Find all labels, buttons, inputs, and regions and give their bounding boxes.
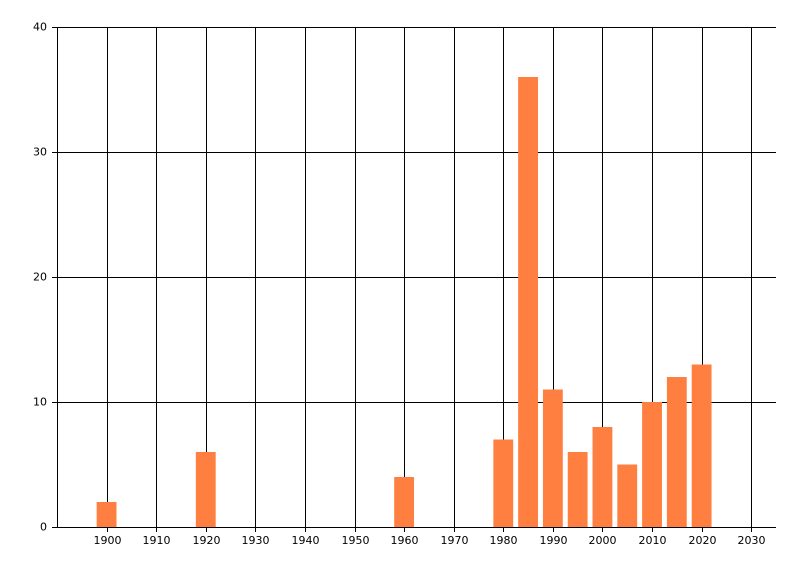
- bar: [567, 452, 588, 527]
- x-tick-label: 1900: [94, 534, 122, 547]
- x-tick-label: 1970: [441, 534, 469, 547]
- bar: [666, 377, 687, 527]
- x-tick-label: 2020: [689, 534, 717, 547]
- x-tick-label: 2010: [639, 534, 667, 547]
- x-tick-label: 1930: [242, 534, 270, 547]
- bar: [592, 427, 613, 527]
- bar: [518, 77, 538, 527]
- y-tick-label: 20: [33, 271, 47, 284]
- bar: [691, 364, 712, 527]
- x-tick-label: 1950: [342, 534, 370, 547]
- y-tick-label: 40: [33, 21, 47, 34]
- x-tick-label: 1940: [292, 534, 320, 547]
- bar: [195, 452, 216, 527]
- bar: [394, 477, 415, 527]
- x-tick-label: 2030: [738, 534, 766, 547]
- bar: [96, 502, 117, 527]
- x-tick-label: 1990: [540, 534, 568, 547]
- x-tick-label: 1980: [490, 534, 518, 547]
- x-tick-label: 1910: [143, 534, 171, 547]
- x-tick-label: 1920: [193, 534, 221, 547]
- bar: [642, 402, 662, 527]
- bar: [493, 439, 514, 527]
- y-tick-label: 0: [40, 521, 47, 534]
- y-tick-label: 30: [33, 146, 47, 159]
- bar: [617, 464, 638, 527]
- x-tick-label: 1960: [391, 534, 419, 547]
- y-tick-label: 10: [33, 396, 47, 409]
- x-tick-label: 2000: [589, 534, 617, 547]
- bar: [542, 389, 563, 527]
